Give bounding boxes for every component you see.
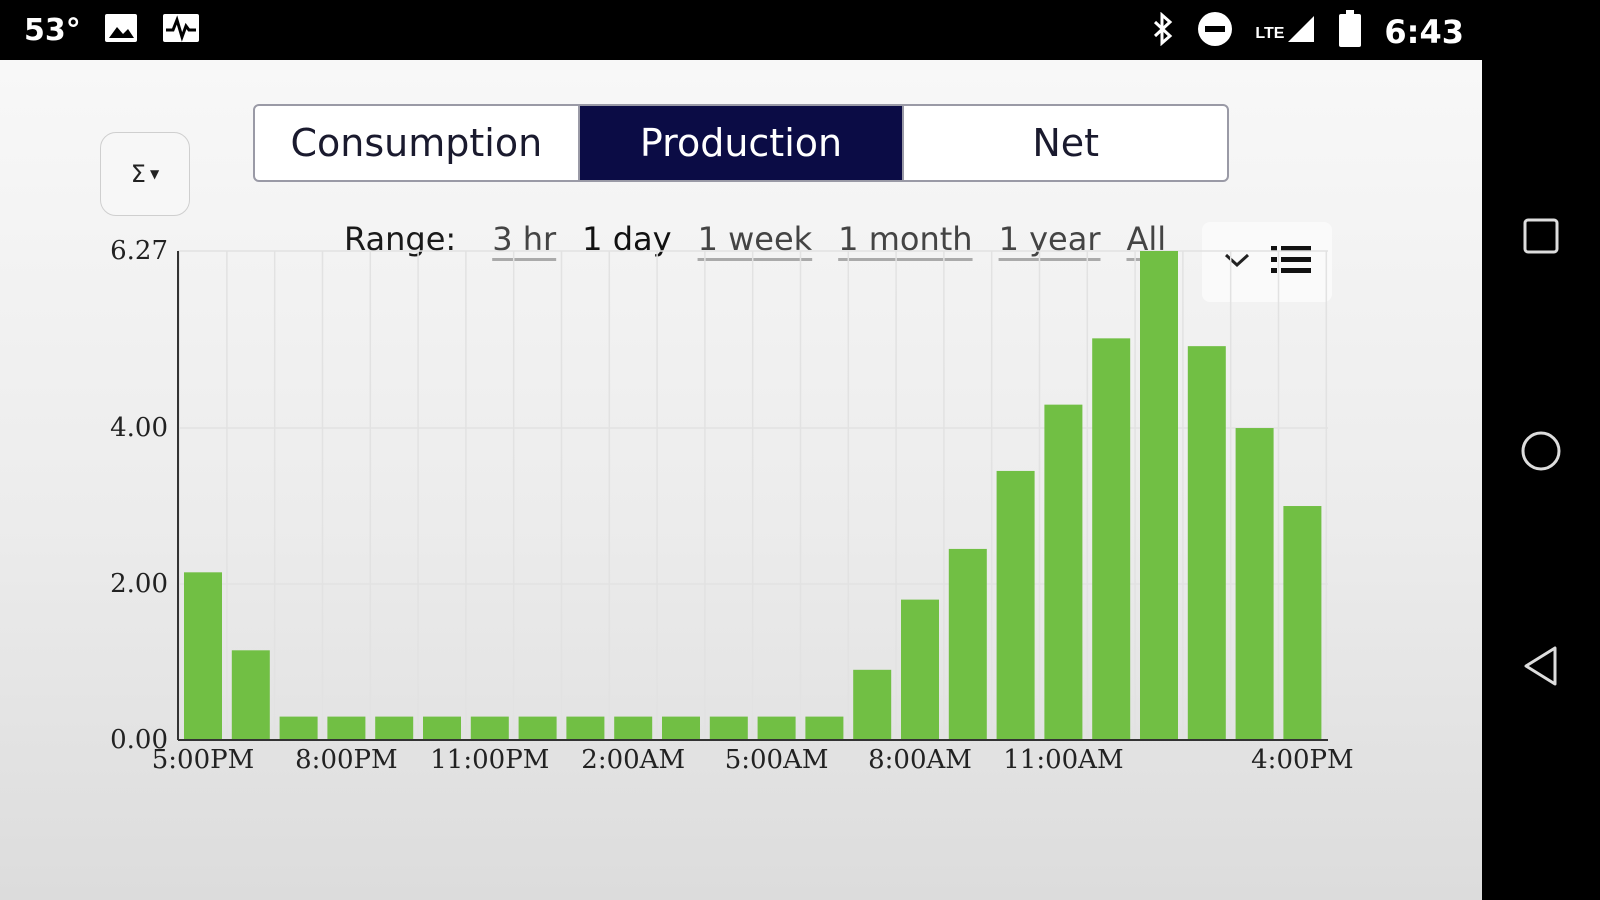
- x-tick-label: 11:00PM: [430, 745, 549, 775]
- x-tick-label: 5:00PM: [152, 745, 255, 775]
- square-icon: [1523, 218, 1559, 254]
- bar: [231, 650, 270, 740]
- network-label: LTE: [1255, 25, 1285, 42]
- view-tabs: Consumption Production Net: [253, 104, 1229, 182]
- list-icon: [1271, 244, 1311, 281]
- bar: [996, 470, 1035, 740]
- x-tick-label: 4:00PM: [1251, 745, 1354, 775]
- image-icon: [103, 12, 139, 49]
- circle-icon: [1521, 431, 1561, 471]
- y-tick-label: 4.00: [110, 413, 168, 443]
- clock: 6:43: [1384, 12, 1464, 51]
- app-content: Σ ▼ Consumption Production Net Range: 3 …: [0, 60, 1482, 900]
- bar: [1187, 346, 1226, 740]
- x-tick-label: 5:00AM: [725, 745, 829, 775]
- bar: [853, 669, 892, 740]
- do-not-disturb-icon: [1197, 11, 1233, 52]
- triangle-back-icon: [1524, 646, 1557, 686]
- bar: [279, 716, 318, 740]
- bar: [375, 716, 414, 740]
- sigma-label: Σ: [130, 160, 146, 188]
- bar: [327, 716, 366, 740]
- tab-production[interactable]: Production: [577, 106, 903, 180]
- bar: [948, 548, 987, 740]
- bar: [423, 716, 461, 740]
- y-tick-label: 2.00: [110, 569, 168, 599]
- bar: [518, 716, 557, 740]
- bar: [662, 716, 700, 740]
- home-button[interactable]: [1517, 427, 1565, 475]
- bar: [1140, 251, 1178, 740]
- bar: [1044, 404, 1083, 740]
- bar: [614, 716, 653, 740]
- x-tick-label: 8:00PM: [295, 745, 398, 775]
- bar: [470, 716, 509, 740]
- production-bar-chart: 0.00 2.00 4.00 6.27 5:00PM 8:00PM 11:00PM 2:00A…: [110, 236, 1354, 775]
- temperature-text: 53°: [24, 13, 81, 48]
- chevron-down-icon: [1223, 251, 1251, 274]
- bar: [1283, 506, 1322, 740]
- tab-net[interactable]: Net: [902, 106, 1227, 180]
- y-tick-label: 0.00: [110, 725, 168, 755]
- back-button[interactable]: [1517, 642, 1565, 690]
- bar: [1092, 338, 1131, 740]
- tab-consumption[interactable]: Consumption: [290, 121, 543, 165]
- bluetooth-icon: [1151, 11, 1175, 51]
- activity-icon: [161, 12, 201, 49]
- signal-icon: [1286, 14, 1316, 49]
- bar: [901, 599, 939, 740]
- y-tick-label: 6.27: [110, 236, 168, 266]
- caret-down-icon: ▼: [149, 167, 160, 181]
- chart-menu-button[interactable]: [1202, 222, 1332, 302]
- status-bar: 53° LTE 6:43: [0, 0, 1600, 60]
- bar: [1235, 428, 1274, 740]
- bar: [757, 716, 796, 740]
- battery-icon: [1338, 10, 1362, 53]
- bar: [709, 716, 748, 740]
- bar: [184, 572, 222, 740]
- bar: [566, 716, 605, 740]
- bar: [805, 716, 844, 740]
- recent-apps-button[interactable]: [1517, 212, 1565, 260]
- x-tick-label: 2:00AM: [581, 745, 685, 775]
- x-tick-label: 11:00AM: [1003, 745, 1123, 775]
- navigation-bar: [1482, 60, 1600, 900]
- x-tick-label: 8:00AM: [868, 745, 972, 775]
- aggregate-button[interactable]: Σ ▼: [100, 132, 190, 216]
